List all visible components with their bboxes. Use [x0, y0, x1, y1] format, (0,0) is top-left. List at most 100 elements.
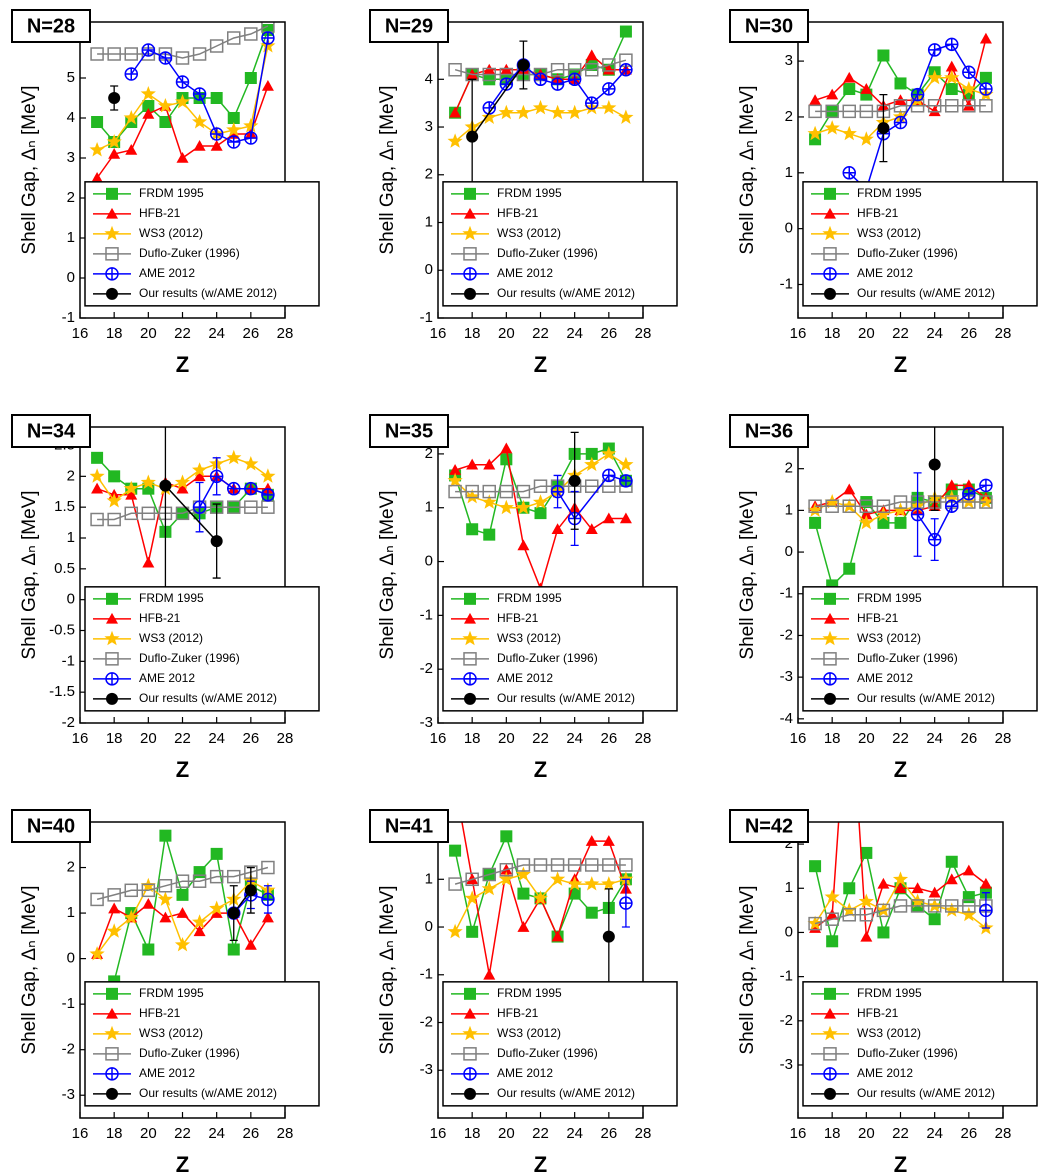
data-point — [108, 470, 121, 483]
x-tick-label: 24 — [926, 730, 943, 747]
data-point — [464, 890, 480, 905]
data-point — [515, 866, 531, 881]
legend-label: HFB-21 — [497, 206, 539, 220]
data-point — [158, 879, 173, 893]
x-tick-label: 20 — [498, 325, 515, 342]
legend-marker — [464, 987, 476, 1000]
legend-label: Duflo-Zuker (1996) — [857, 651, 958, 665]
data-point — [108, 92, 121, 104]
data-point — [209, 869, 224, 884]
data-point — [550, 484, 565, 499]
y-tick-label: -1 — [420, 309, 433, 326]
panel: -2-1.5-1-0.500.511.522.516182022242628ZS… — [11, 414, 320, 782]
series-line — [471, 64, 525, 138]
x-tick-label: 18 — [824, 730, 841, 747]
data-point — [927, 532, 942, 547]
data-point — [210, 535, 223, 548]
data-point — [244, 938, 257, 950]
data-point — [858, 893, 874, 908]
data-point — [585, 49, 598, 61]
data-point — [447, 133, 463, 148]
data-point — [893, 99, 908, 113]
y-tick-label: 1.5 — [54, 498, 75, 515]
y-tick-label: -2 — [62, 714, 75, 731]
y-tick-label: 1 — [67, 529, 75, 546]
data-point — [841, 125, 857, 141]
data-point — [602, 512, 615, 524]
legend-label: WS3 (2012) — [497, 226, 561, 240]
data-point — [824, 494, 840, 509]
data-point — [226, 122, 242, 137]
panel: -1 0 1 2 3 16 18 20 22 24 26 28 Z Shell Gap, Δₙ [MeV]… — [729, 9, 1038, 377]
legend-marker — [824, 692, 836, 705]
data-point — [192, 500, 207, 514]
data-point — [618, 109, 634, 124]
y-tick-label: -1.5 — [49, 683, 75, 700]
data-point — [106, 493, 122, 508]
legend-marker — [823, 672, 837, 686]
data-point — [192, 914, 208, 929]
legend-marker — [104, 225, 120, 241]
data-point — [227, 112, 240, 124]
data-point — [482, 484, 496, 499]
data-point — [962, 99, 976, 113]
data-point — [876, 499, 891, 513]
data-point — [193, 925, 206, 937]
data-point — [962, 65, 976, 80]
legend-label: FRDM 1995 — [857, 986, 922, 1000]
y-tick-label: -2 — [780, 626, 793, 643]
series-line — [556, 474, 627, 520]
x-tick-label: 28 — [995, 325, 1012, 342]
data-point — [859, 908, 874, 922]
legend-label: AME 2012 — [857, 266, 913, 280]
data-point — [533, 479, 548, 493]
legend-label: AME 2012 — [497, 671, 553, 685]
data-point — [141, 506, 156, 521]
data-point — [517, 539, 530, 551]
data-point — [449, 844, 462, 857]
legend-marker — [104, 630, 120, 646]
data-point — [141, 883, 156, 898]
legend-label: Our results (w/AME 2012) — [139, 286, 277, 300]
legend-marker — [823, 652, 837, 666]
plot-frame — [437, 821, 644, 1119]
legend-box — [802, 586, 1038, 712]
y-tick-label: 0 — [425, 261, 433, 278]
legend-marker — [105, 267, 119, 281]
data-point — [944, 69, 960, 85]
y-tick-label: 0 — [67, 269, 75, 286]
legend-label: Our results (w/AME 2012) — [857, 1086, 995, 1100]
data-point — [945, 479, 958, 491]
data-point — [449, 106, 462, 118]
data-point — [860, 83, 873, 94]
y-tick-label: -2 — [62, 1041, 75, 1058]
data-point — [601, 876, 617, 891]
legend-label: FRDM 1995 — [139, 591, 204, 605]
data-point — [176, 888, 189, 901]
data-point — [176, 152, 189, 163]
data-point — [124, 883, 138, 898]
data-point — [877, 926, 890, 939]
data-point — [979, 82, 993, 96]
data-point — [602, 468, 616, 483]
data-point — [261, 80, 274, 91]
data-point — [585, 906, 598, 919]
legend-marker — [104, 1025, 120, 1041]
title-box — [369, 809, 449, 843]
legend-label: FRDM 1995 — [857, 591, 922, 605]
legend-label: FRDM 1995 — [139, 986, 204, 1000]
data-point — [892, 502, 909, 517]
data-point — [893, 115, 908, 130]
data-point — [124, 506, 138, 521]
data-point — [123, 909, 139, 925]
data-point — [482, 867, 496, 882]
data-point — [159, 116, 172, 128]
legend-label: WS3 (2012) — [497, 1026, 561, 1040]
y-tick-label: -3 — [62, 1086, 75, 1103]
x-tick-label: 18 — [464, 1125, 481, 1142]
data-point — [551, 930, 564, 942]
legend-marker — [822, 225, 838, 241]
data-point — [860, 846, 873, 859]
data-point — [498, 104, 514, 120]
